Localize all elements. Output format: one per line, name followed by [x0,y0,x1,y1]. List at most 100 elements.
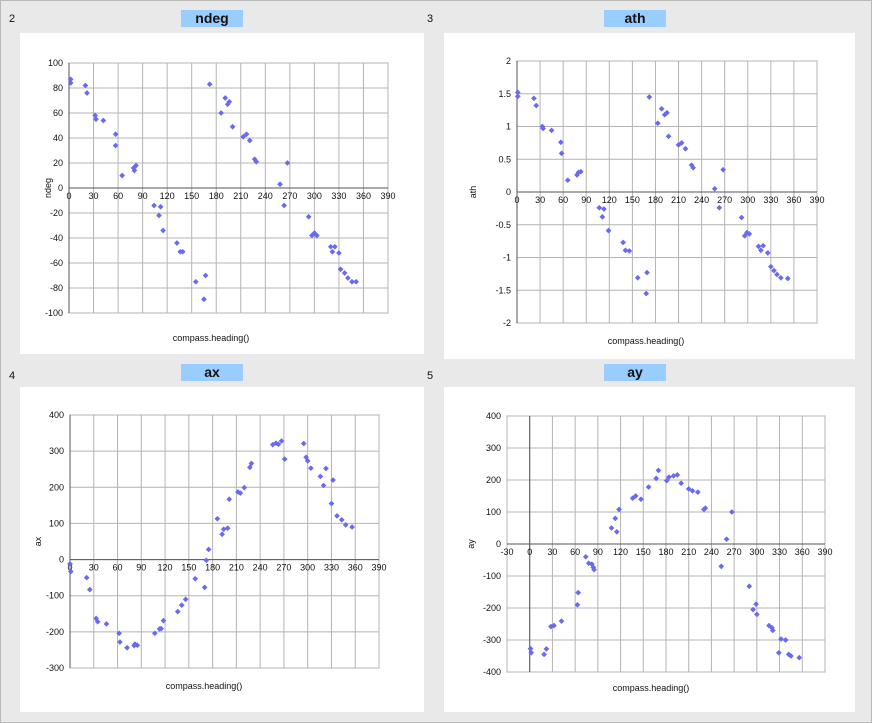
data-point [349,524,356,530]
data-point [674,471,681,478]
data-point [192,575,199,582]
y-tick-label: -1.5 [495,285,511,295]
data-point [718,563,725,570]
y-tick-label: -1 [503,253,511,263]
y-tick-label: -200 [46,627,64,637]
data-point [678,480,685,487]
data-point [133,162,140,169]
x-tick-label: 120 [613,547,628,557]
y-axis-label: ath [468,186,478,199]
data-point [664,109,670,116]
x-axis-label: compass.heading() [613,683,690,693]
data-point [281,456,288,463]
y-axis-label: ay [466,539,476,549]
data-point [205,546,212,553]
y-tick-label: 100 [48,58,63,68]
data-point [206,81,213,88]
data-point [226,98,233,105]
data-point [353,278,360,285]
data-point [237,490,244,497]
data-point [124,644,130,651]
data-point [582,553,589,560]
x-tick-label: 150 [184,191,199,201]
data-point [558,618,565,625]
data-point [646,94,653,100]
data-point [770,267,777,274]
data-point [796,654,803,661]
x-tick-label: 180 [209,191,224,201]
data-point [84,90,90,96]
data-point [550,622,557,629]
data-point [329,248,336,255]
data-point [543,646,550,652]
x-tick-label: 180 [205,563,220,573]
data-point [94,618,101,625]
data-point [678,139,685,146]
data-point [694,489,701,496]
data-point [253,158,260,165]
x-tick-label: 300 [300,563,315,573]
x-tick-label: 390 [809,195,824,205]
data-point [67,568,74,575]
data-point [622,247,629,254]
data-point [134,642,141,649]
data-point [741,232,748,239]
data-point [174,240,180,246]
data-point [514,93,521,100]
scatter-chart-ax: 0 30 60 90 120 150 180 210 240 270 300 330 360 390 400… [33,410,387,691]
x-tick-label: 0 [67,563,72,573]
y-tick-label: 0 [59,555,64,565]
data-point [774,271,780,278]
data-point [541,651,548,658]
plot-border [69,414,380,669]
data-point [131,167,138,174]
x-tick-label: 90 [581,195,591,205]
data-point [634,274,641,281]
data-point [203,557,210,564]
x-tick-label: 120 [158,563,173,573]
data-point [540,125,547,132]
x-tick-label: 30 [535,195,545,205]
data-point [307,465,314,472]
y-tick-label: 300 [49,446,64,456]
data-point [335,250,342,256]
x-tick-label: 180 [648,195,663,205]
x-tick-label: 180 [658,547,673,557]
data-point [179,248,186,255]
data-point [327,243,334,250]
data-point [750,606,757,613]
data-point [151,630,158,637]
x-axis-label: compass.heading() [608,336,685,346]
y-tick-label: 300 [486,443,501,453]
data-point [100,117,107,124]
data-point [720,166,727,173]
x-tick-label: 240 [253,563,268,573]
y-tick-label: -200 [483,603,501,613]
y-tick-label: 40 [53,133,63,143]
data-point [767,263,774,270]
data-point [214,515,221,522]
y-tick-label: 2 [506,56,511,66]
x-tick-label: 270 [727,547,742,557]
plot-area: -30 0 30 60 90 120 150 180 210 240 270 300 330 360 390… [444,387,855,712]
x-tick-label: 330 [331,191,346,201]
data-point [746,230,753,237]
y-tick-label: -40 [50,233,63,243]
data-point [653,475,660,482]
data-point [328,500,335,507]
data-point [728,509,735,515]
data-point [284,160,291,166]
y-tick-label: 0 [496,539,501,549]
data-point [112,142,119,149]
y-tick-label: 0 [58,183,63,193]
x-tick-label: 90 [138,191,148,201]
data-point [82,82,89,89]
data-point [753,611,760,618]
x-tick-label: 240 [704,547,719,557]
data-point [769,627,776,634]
data-point [778,636,785,642]
data-point [178,602,185,609]
data-point [626,247,633,254]
data-point [281,202,288,209]
data-point [723,536,730,543]
